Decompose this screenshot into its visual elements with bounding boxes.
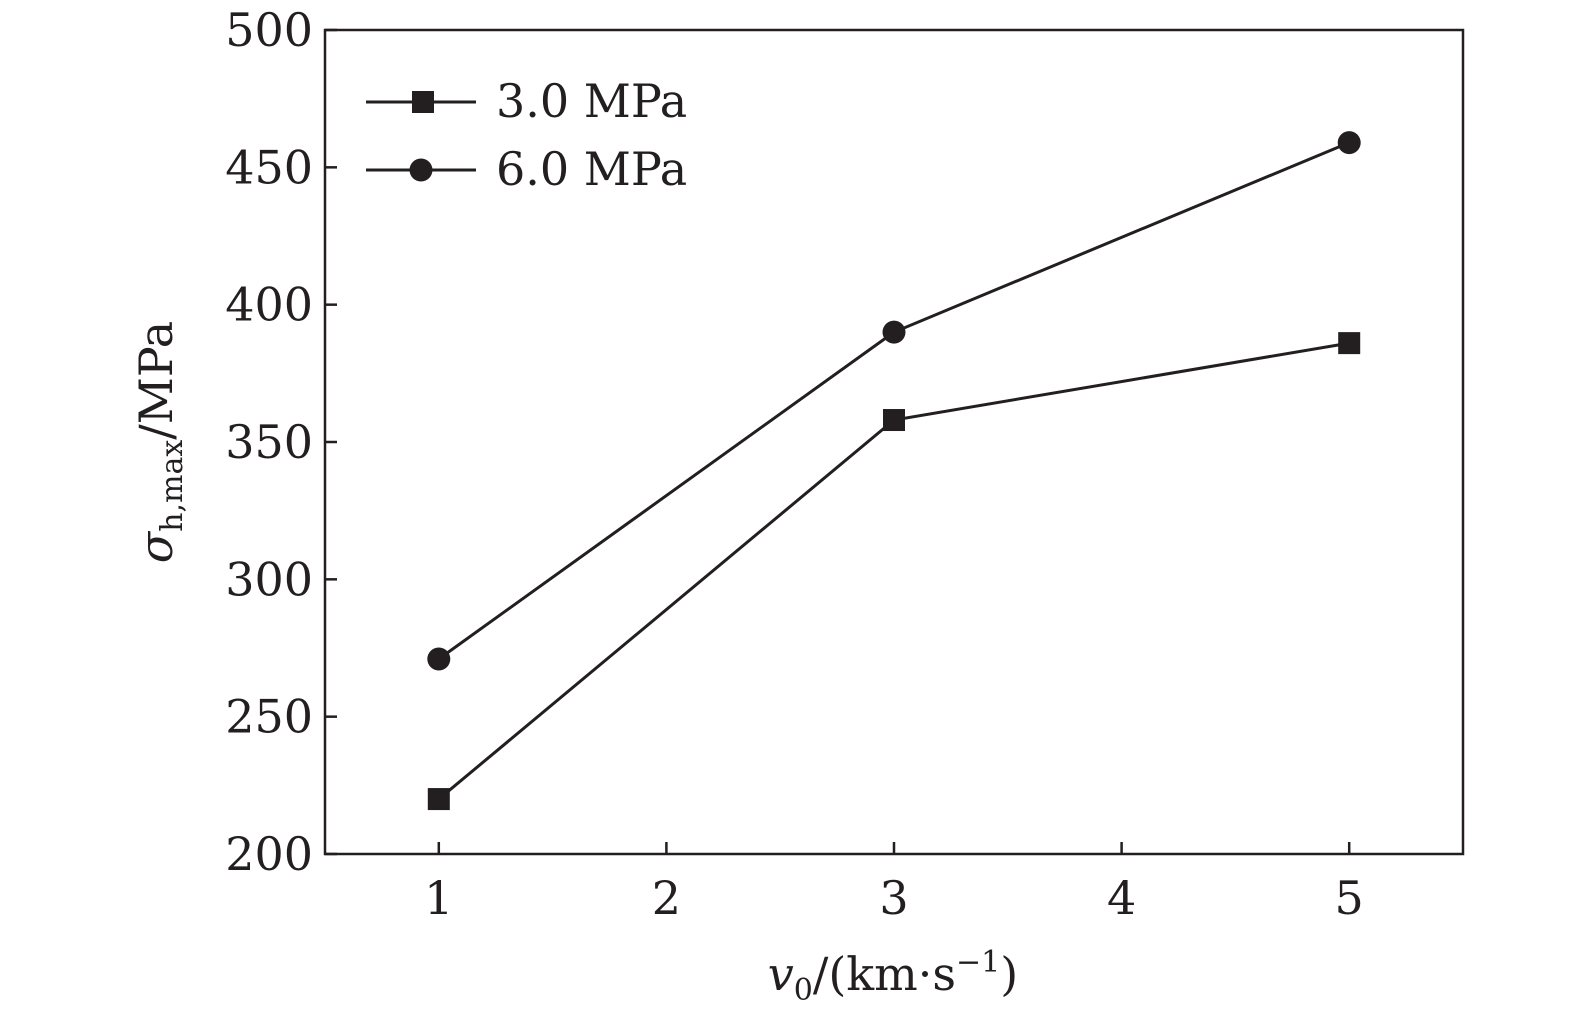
legend-label-3mpa: 3.0 MPa <box>496 74 687 128</box>
data-point-square <box>427 788 450 811</box>
series-line-2 <box>437 141 1350 661</box>
data-point-circle <box>427 647 451 671</box>
y-tick-label: 350 <box>225 415 313 469</box>
x-tick-label: 4 <box>1107 871 1136 925</box>
y-tick-label: 250 <box>225 690 313 744</box>
legend-marker-circle <box>409 158 433 182</box>
y-tick-label: 300 <box>225 552 313 606</box>
x-tick-label: 1 <box>424 871 453 925</box>
data-point-square <box>1338 332 1361 355</box>
legend-label-6mpa: 6.0 MPa <box>496 142 687 196</box>
y-tick-label: 200 <box>225 827 313 881</box>
axes: 200 250 300 350 400 450 500 1 2 3 4 5 <box>225 3 1465 925</box>
data-point-circle <box>882 320 906 344</box>
data-point-circle <box>1337 131 1361 155</box>
y-tick-label: 500 <box>225 3 313 57</box>
x-axis-label: v0/(km·s−1) <box>768 945 1018 1008</box>
x-tick-label: 2 <box>652 871 681 925</box>
y-axis-label: σh,max/MPa <box>129 321 190 563</box>
legend-marker-square <box>412 91 434 113</box>
y-tick-label: 450 <box>225 140 313 194</box>
legend: 3.0 MPa 6.0 MPa <box>366 74 687 196</box>
y-tick-label: 400 <box>225 278 313 332</box>
x-tick-label: 3 <box>879 871 908 925</box>
data-point-square <box>883 409 905 432</box>
series-group <box>427 131 1361 811</box>
x-tick-label: 5 <box>1335 871 1364 925</box>
